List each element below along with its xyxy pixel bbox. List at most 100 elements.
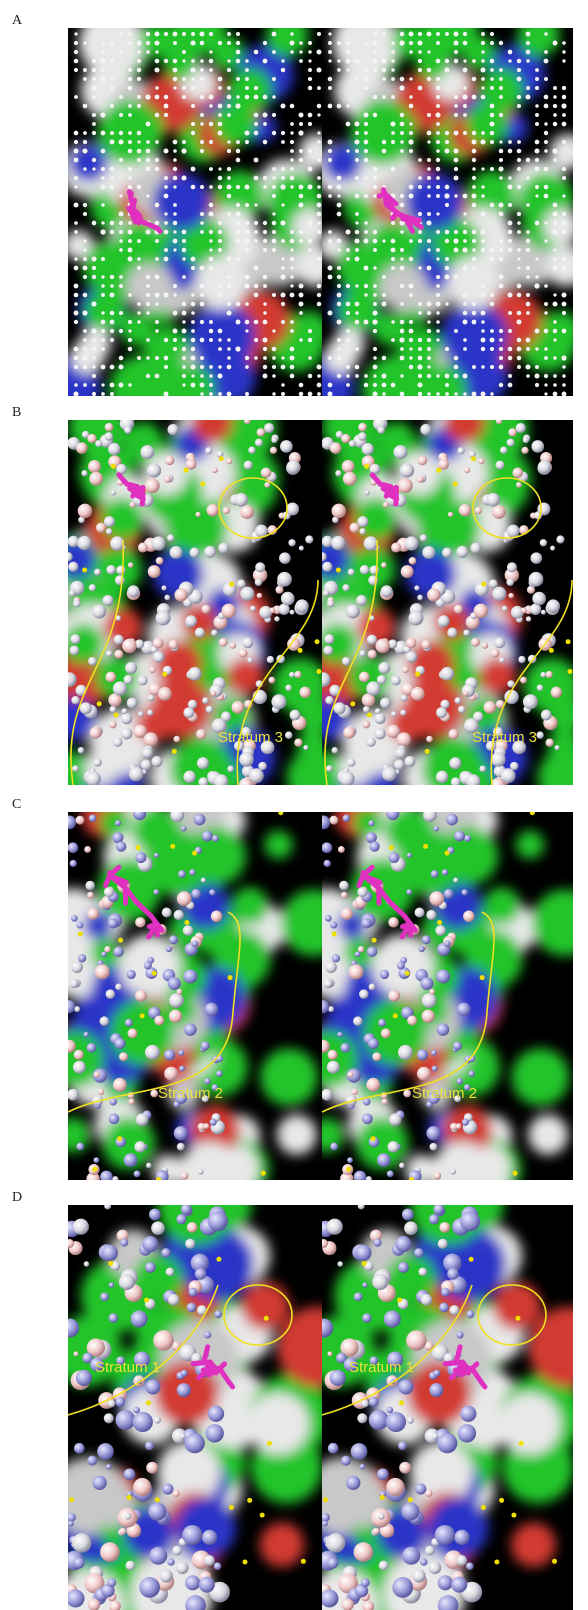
probe (480, 67, 485, 72)
probe (535, 158, 539, 162)
probe (364, 41, 367, 44)
probe (299, 230, 303, 234)
probe (108, 1400, 116, 1408)
probe (170, 546, 183, 559)
probe (299, 122, 303, 126)
probe (328, 230, 332, 234)
probe (382, 302, 387, 307)
probe (115, 820, 121, 826)
probe (418, 212, 422, 216)
probe (92, 68, 97, 73)
probe (74, 311, 79, 316)
probe (323, 645, 333, 655)
probe (298, 112, 303, 117)
probe (128, 131, 132, 135)
probe (463, 41, 467, 45)
probe (391, 167, 396, 172)
probe (456, 1555, 467, 1566)
probe (499, 176, 502, 179)
probe (155, 221, 160, 226)
probe (148, 695, 155, 702)
probe (263, 311, 266, 314)
probe (354, 139, 359, 144)
probe (135, 990, 147, 1002)
probe (200, 77, 204, 81)
probe (70, 634, 80, 644)
probe (101, 383, 104, 386)
probe (110, 275, 114, 279)
probe (153, 889, 159, 895)
probe (328, 140, 333, 145)
probe (391, 338, 395, 342)
probe (342, 584, 349, 591)
probe (356, 595, 367, 606)
probe (104, 432, 113, 441)
probe (427, 185, 431, 189)
probe (409, 32, 414, 37)
surface-patch (264, 831, 292, 859)
probe (544, 140, 548, 144)
probe (72, 1533, 91, 1552)
probe (490, 140, 494, 144)
probe (544, 239, 547, 242)
probe (78, 954, 86, 962)
marker (393, 1013, 398, 1018)
probe (240, 505, 254, 519)
probe (118, 139, 123, 144)
probe (168, 424, 179, 435)
surface-patch (512, 1049, 569, 1106)
probe (329, 816, 338, 825)
probe (562, 365, 565, 368)
probe (261, 467, 272, 478)
probe (182, 338, 186, 342)
probe (364, 131, 368, 135)
probe (535, 347, 538, 350)
probe (553, 356, 556, 359)
probe (472, 203, 477, 208)
probe (110, 293, 115, 298)
probe (499, 356, 503, 360)
probe (262, 337, 267, 342)
probe (101, 275, 104, 278)
probe (327, 1351, 332, 1356)
probe (182, 50, 186, 54)
probe (463, 338, 467, 342)
probe (125, 1019, 133, 1027)
probe (517, 257, 520, 260)
probe (535, 104, 538, 107)
probe (555, 745, 560, 750)
probe (227, 176, 231, 180)
probe (146, 1462, 158, 1474)
probe (128, 293, 132, 297)
probe (499, 113, 503, 117)
probe (490, 104, 495, 109)
probe (235, 346, 240, 351)
probe (337, 293, 342, 298)
probe (272, 167, 276, 171)
probe (378, 662, 390, 674)
probe (190, 67, 195, 72)
probe (391, 59, 395, 63)
probe (173, 248, 176, 251)
probe (478, 458, 484, 464)
probe (414, 1248, 424, 1258)
probe (429, 1383, 443, 1397)
probe (328, 311, 333, 316)
probe (227, 766, 234, 773)
probe (110, 320, 115, 325)
probe (242, 637, 253, 648)
probe (136, 40, 141, 45)
marker (362, 1261, 367, 1266)
probe (364, 176, 367, 179)
probe (308, 113, 313, 118)
probe (201, 605, 210, 614)
probe (429, 1562, 442, 1575)
probe (83, 257, 87, 261)
probe (454, 32, 459, 37)
probe (544, 122, 547, 125)
stratum-label: Stratum 3 (472, 729, 537, 746)
probe (562, 122, 567, 127)
probe (438, 615, 450, 627)
probe (463, 630, 470, 637)
probe (74, 320, 78, 324)
